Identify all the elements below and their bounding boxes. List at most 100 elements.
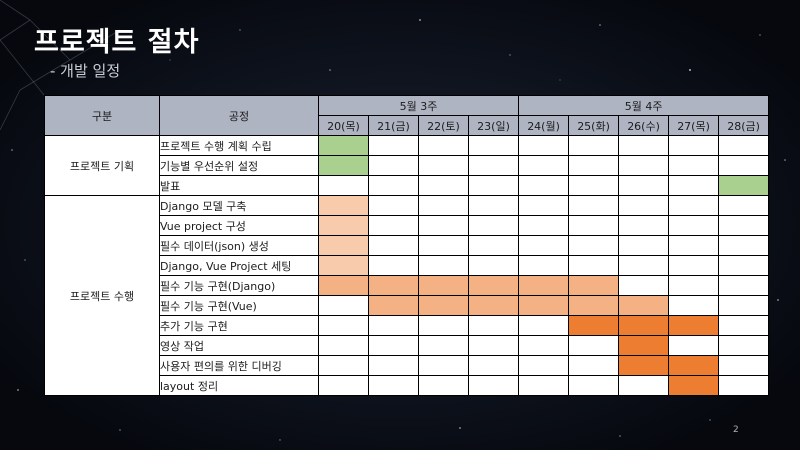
schedule-empty-cell bbox=[618, 215, 670, 236]
schedule-empty-cell bbox=[318, 315, 369, 336]
schedule-empty-cell bbox=[368, 175, 419, 196]
schedule-bar-cell bbox=[568, 295, 620, 316]
schedule-empty-cell bbox=[668, 175, 720, 196]
schedule-empty-cell bbox=[518, 135, 570, 156]
task-name: 프로젝트 수행 계획 수립 bbox=[159, 135, 319, 156]
schedule-empty-cell bbox=[467, 315, 520, 336]
task-name: Django 모델 구축 bbox=[159, 195, 319, 216]
schedule-bar-cell bbox=[318, 195, 369, 216]
schedule-empty-cell bbox=[467, 175, 520, 196]
schedule-empty-cell bbox=[718, 135, 770, 156]
schedule-empty-cell bbox=[668, 215, 720, 236]
schedule-empty-cell bbox=[467, 355, 520, 376]
header-week: 5월 4주 bbox=[518, 95, 770, 116]
schedule-empty-cell bbox=[418, 255, 469, 276]
schedule-empty-cell bbox=[668, 195, 720, 216]
schedule-empty-cell bbox=[418, 195, 469, 216]
task-name: 추가 기능 구현 bbox=[159, 315, 319, 336]
schedule-empty-cell bbox=[568, 195, 620, 216]
schedule-empty-cell bbox=[467, 135, 520, 156]
schedule-empty-cell bbox=[718, 375, 770, 396]
schedule-empty-cell bbox=[318, 295, 369, 316]
schedule-bar-cell bbox=[318, 155, 369, 176]
task-name: 발표 bbox=[159, 175, 319, 196]
schedule-empty-cell bbox=[618, 235, 670, 256]
schedule-empty-cell bbox=[668, 255, 720, 276]
schedule-row: 필수 데이터(json) 생성 bbox=[45, 235, 770, 256]
schedule-empty-cell bbox=[568, 215, 620, 236]
schedule-row: Django, Vue Project 세팅 bbox=[45, 255, 770, 276]
schedule-empty-cell bbox=[418, 335, 469, 356]
day-header: 28(금) bbox=[718, 115, 770, 136]
schedule-empty-cell bbox=[718, 295, 770, 316]
schedule-empty-cell bbox=[418, 215, 469, 236]
schedule-empty-cell bbox=[668, 275, 720, 296]
schedule-empty-cell bbox=[467, 155, 520, 176]
network-lines bbox=[0, 0, 121, 131]
schedule-empty-cell bbox=[568, 135, 620, 156]
header-row-weeks: 구분 공정 5월 3주 5월 4주 bbox=[44, 95, 770, 136]
task-name: layout 정리 bbox=[159, 375, 319, 396]
group-label: 프로젝트 기획 bbox=[44, 135, 160, 196]
schedule-empty-cell bbox=[568, 255, 620, 276]
schedule-empty-cell bbox=[718, 155, 770, 176]
schedule-empty-cell bbox=[418, 355, 469, 376]
schedule-empty-cell bbox=[318, 375, 369, 396]
schedule-row: 사용자 편의를 위한 디버깅 bbox=[45, 355, 770, 376]
schedule-empty-cell bbox=[568, 235, 620, 256]
schedule-row: 영상 작업 bbox=[45, 335, 770, 356]
task-name: Vue project 구성 bbox=[159, 215, 319, 236]
schedule-bar-cell bbox=[668, 375, 720, 396]
schedule-row: 기능별 우선순위 설정 bbox=[45, 155, 770, 176]
group-label: 프로젝트 수행 bbox=[44, 195, 160, 396]
schedule-bar-cell bbox=[668, 315, 720, 336]
header-category: 구분 bbox=[44, 95, 160, 136]
schedule-empty-cell bbox=[418, 235, 469, 256]
schedule-empty-cell bbox=[418, 155, 469, 176]
schedule-empty-cell bbox=[618, 375, 670, 396]
schedule-empty-cell bbox=[568, 355, 620, 376]
schedule-empty-cell bbox=[518, 175, 570, 196]
schedule-empty-cell bbox=[618, 175, 670, 196]
schedule-empty-cell bbox=[467, 255, 520, 276]
day-header: 26(수) bbox=[618, 115, 670, 136]
day-header: 21(금) bbox=[368, 115, 419, 136]
schedule-empty-cell bbox=[718, 315, 770, 336]
schedule-empty-cell bbox=[718, 195, 770, 216]
schedule-empty-cell bbox=[618, 155, 670, 176]
schedule-empty-cell bbox=[568, 335, 620, 356]
schedule-bar-cell bbox=[467, 275, 520, 296]
schedule-empty-cell bbox=[668, 335, 720, 356]
schedule-bar-cell bbox=[318, 255, 369, 276]
schedule-empty-cell bbox=[368, 215, 419, 236]
schedule-bar-cell bbox=[368, 295, 419, 316]
schedule-row: Vue project 구성 bbox=[45, 215, 770, 236]
schedule-empty-cell bbox=[518, 215, 570, 236]
schedule-bar-cell bbox=[368, 275, 419, 296]
day-header: 22(토) bbox=[418, 115, 469, 136]
schedule-bar-cell bbox=[668, 355, 720, 376]
schedule-empty-cell bbox=[518, 375, 570, 396]
task-name: 사용자 편의를 위한 디버깅 bbox=[159, 355, 319, 376]
slide-subtitle: - 개발 일정 bbox=[50, 62, 121, 80]
schedule-empty-cell bbox=[618, 255, 670, 276]
header-process: 공정 bbox=[159, 95, 319, 136]
schedule-bar-cell bbox=[618, 355, 670, 376]
schedule-empty-cell bbox=[668, 135, 720, 156]
schedule-empty-cell bbox=[368, 155, 419, 176]
schedule-empty-cell bbox=[618, 275, 670, 296]
day-header: 20(목) bbox=[318, 115, 369, 136]
schedule-empty-cell bbox=[718, 215, 770, 236]
task-name: 필수 기능 구현(Vue) bbox=[159, 295, 319, 316]
schedule-empty-cell bbox=[467, 195, 520, 216]
schedule-empty-cell bbox=[467, 215, 520, 236]
schedule-empty-cell bbox=[668, 235, 720, 256]
task-name: 필수 기능 구현(Django) bbox=[159, 275, 319, 296]
schedule-bar-cell bbox=[467, 295, 520, 316]
schedule-bar-cell bbox=[418, 275, 469, 296]
table-body: 프로젝트 기획 프로젝트 수행 계획 수립 기능별 우선순위 설정 발표 프로젝트 수행… bbox=[44, 135, 770, 396]
schedule-empty-cell bbox=[668, 155, 720, 176]
schedule-row: 필수 기능 구현(Vue) bbox=[45, 295, 770, 316]
schedule-empty-cell bbox=[518, 255, 570, 276]
schedule-empty-cell bbox=[518, 155, 570, 176]
